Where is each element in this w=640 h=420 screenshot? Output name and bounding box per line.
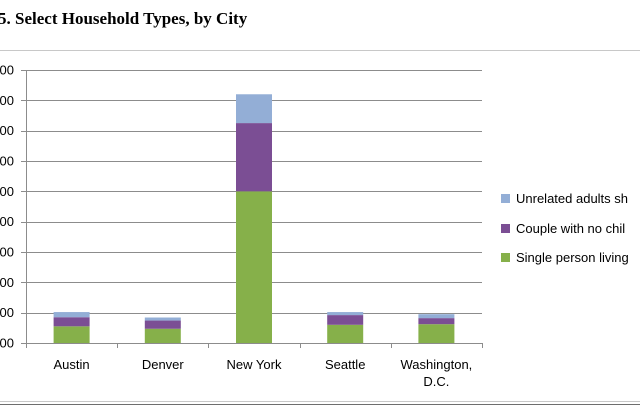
chart-frame	[0, 50, 640, 402]
legend-swatch	[501, 253, 510, 262]
bar-segment	[144, 317, 181, 321]
bar-segment	[53, 312, 90, 318]
y-tick-label: 00	[0, 305, 14, 320]
y-tick-label: 00	[0, 214, 14, 229]
legend-item[interactable]: Unrelated adults sh	[501, 191, 628, 206]
legend[interactable]: Unrelated adults sh Couple with no chil Si…	[501, 191, 629, 265]
legend-swatch	[501, 194, 510, 203]
x-category-label: Washington, D.C.	[401, 357, 473, 389]
y-tick-label: 00	[0, 275, 14, 290]
x-category-label: Denver	[142, 357, 185, 372]
y-tick-label: 00	[0, 336, 14, 351]
bar-segment	[418, 318, 455, 325]
axes	[26, 70, 483, 348]
x-category-label: Austin	[54, 357, 90, 372]
x-category-label: New York	[227, 357, 282, 372]
bar-segment	[236, 123, 272, 192]
bar-segment	[327, 315, 364, 325]
bar-segment	[53, 317, 90, 327]
bar-segment	[144, 320, 181, 329]
bar-segment	[418, 314, 455, 319]
bar-segment	[327, 312, 364, 316]
y-tick-label: 00	[0, 63, 14, 78]
legend-item[interactable]: Single person living	[501, 250, 629, 265]
y-axis-ticks: 00 00 00 00 00 00 00 00 00 00	[0, 63, 26, 351]
legend-swatch	[501, 224, 510, 233]
y-tick-label: 00	[0, 184, 14, 199]
bar-segment	[327, 324, 364, 343]
legend-item[interactable]: Couple with no chil	[501, 221, 625, 236]
bar-segment	[418, 324, 455, 343]
y-tick-label: 00	[0, 245, 14, 260]
legend-label: Couple with no chil	[516, 221, 625, 236]
x-axis-labels: Austin Denver New York Seattle Washington, D.…	[54, 357, 473, 389]
bottom-rule	[0, 404, 640, 405]
bar-segment	[236, 191, 272, 343]
y-tick-label: 00	[0, 154, 14, 169]
bars	[53, 94, 455, 343]
legend-label: Single person living	[516, 250, 629, 265]
legend-label: Unrelated adults sh	[516, 191, 628, 206]
bar-segment	[144, 328, 181, 343]
y-tick-label: 00	[0, 123, 14, 138]
bar-segment	[236, 94, 272, 124]
y-tick-label: 00	[0, 93, 14, 108]
bar-segment	[53, 326, 90, 343]
x-category-label: Seattle	[325, 357, 365, 372]
chart-title: 5. Select Household Types, by City	[0, 9, 248, 28]
